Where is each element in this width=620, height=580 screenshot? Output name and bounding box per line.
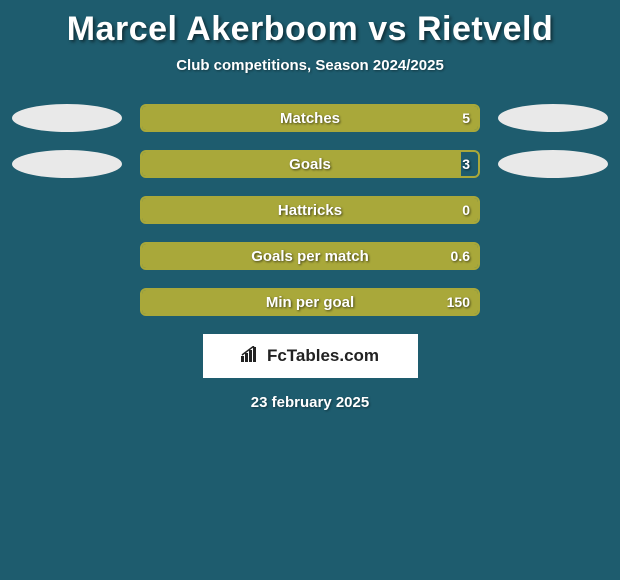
player-oval-right [498,150,608,178]
stat-rows: Matches5 Goals3 Hattricks0 Goals per match0… [0,104,620,316]
stat-bar: Min per goal150 [140,288,480,316]
stat-bar: Goals3 [140,150,480,178]
stat-bar-fill [142,106,478,130]
stat-bar-fill [142,198,478,222]
player-oval-right [498,104,608,132]
branding-text: FcTables.com [267,346,379,366]
stat-row: Min per goal150 [0,288,620,316]
subtitle: Club competitions, Season 2024/2025 [0,57,620,74]
stat-bar-fill [142,244,478,268]
player-oval-left [12,104,122,132]
stat-row: Hattricks0 [0,196,620,224]
stat-bar-fill [142,152,461,176]
stat-value: 3 [462,152,470,176]
page-title: Marcel Akerboom vs Rietveld [0,0,620,57]
date-text: 23 february 2025 [0,394,620,411]
stat-bar: Matches5 [140,104,480,132]
stat-bar-fill [142,290,478,314]
branding-badge: FcTables.com [203,334,418,378]
stat-row: Goals3 [0,150,620,178]
bar-chart-icon [241,346,261,367]
stat-row: Goals per match0.6 [0,242,620,270]
stat-bar: Goals per match0.6 [140,242,480,270]
stat-row: Matches5 [0,104,620,132]
player-oval-left [12,150,122,178]
stat-bar: Hattricks0 [140,196,480,224]
